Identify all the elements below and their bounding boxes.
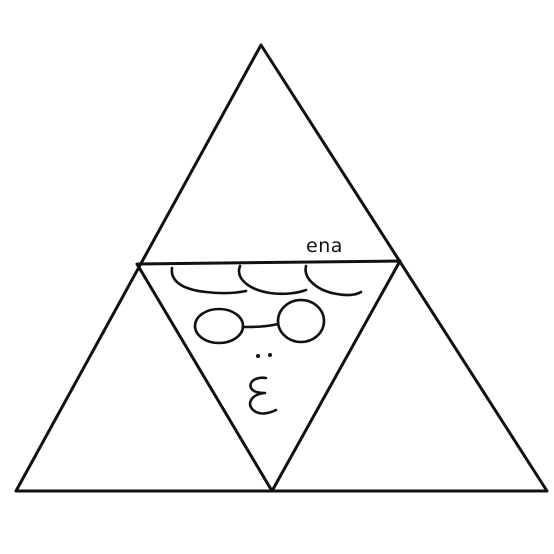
hair-curl-middle — [237, 264, 308, 296]
hair-curl-right — [304, 264, 363, 297]
nose-dot-right — [268, 353, 272, 357]
nose-dot-left — [256, 354, 260, 358]
mouth — [248, 376, 278, 415]
nose — [256, 353, 272, 358]
glasses-right-lens — [276, 298, 326, 344]
hair-curl-left — [170, 266, 248, 295]
glasses-bridge — [241, 322, 280, 329]
hair-curls — [170, 264, 363, 297]
inner-triangle — [135, 259, 402, 493]
signature-text: ena — [306, 235, 343, 257]
glasses — [193, 298, 326, 345]
